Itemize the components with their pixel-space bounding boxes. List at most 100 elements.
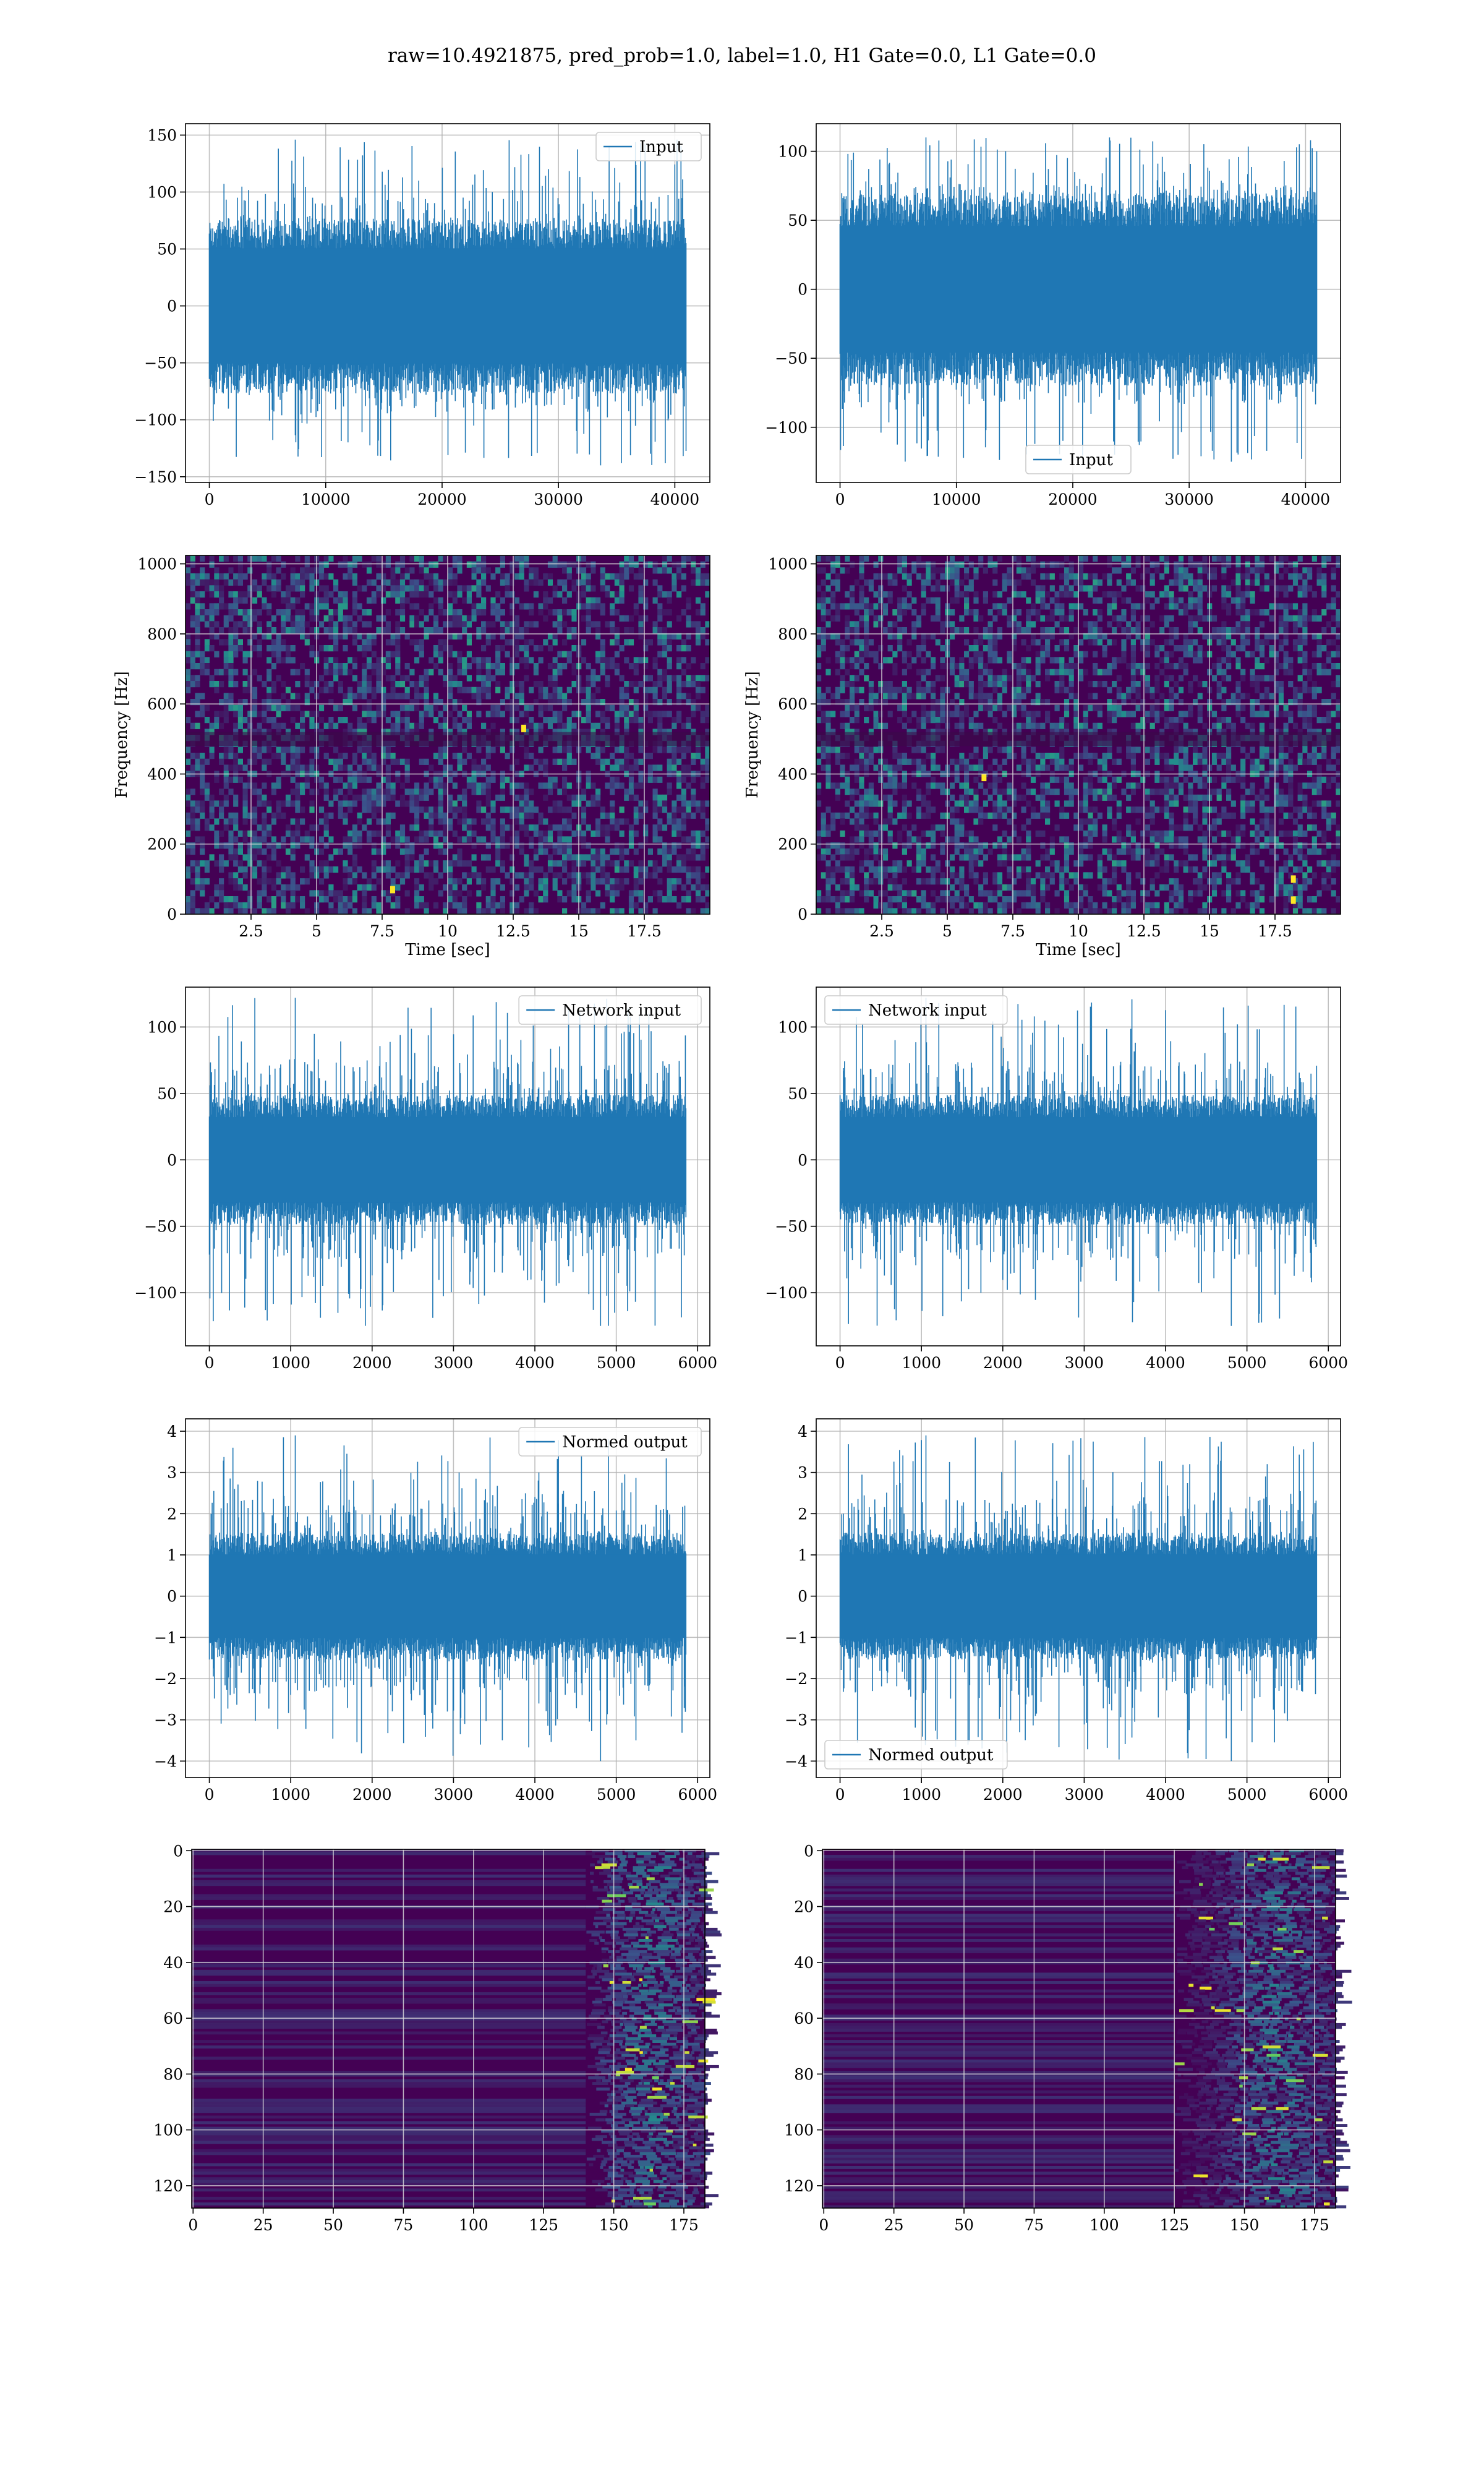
spectrogram-cell [223,555,229,562]
spectrogram-cell [619,675,625,682]
spectrogram-cell [691,711,696,717]
spectrogram-cell [586,687,591,693]
spectrogram-cell [595,651,601,657]
spectrogram-cell [552,842,558,849]
spectrogram-cell [873,573,879,580]
spectrogram-cell [1188,573,1193,580]
spectrogram-cell [267,585,272,592]
spectrogram-cell [873,657,879,664]
spectrogram-cell [1083,633,1088,640]
spectrogram-cell [954,681,960,688]
spectrogram-cell [276,776,281,783]
spectrogram-cell [300,729,305,735]
spectrogram-cell [571,890,577,897]
spectrogram-cell [624,722,629,729]
spectrogram-cell [362,633,367,640]
spectrogram-cell [1002,603,1007,610]
spectrogram-cell [357,717,362,724]
spectrogram-cell [376,711,382,717]
spectrogram-cell [691,848,696,855]
spectrogram-cell [647,561,653,568]
spectrogram-cell [614,639,620,646]
spectrogram-cell [547,699,553,706]
spectrogram-cell [424,585,429,592]
spectrogram-cell [695,621,701,628]
spectrogram-cell [1288,657,1294,664]
spectrogram-cell [452,890,458,897]
spectrogram-cell [500,555,505,562]
spectrogram-cell [586,872,591,879]
spectrogram-cell [547,573,553,580]
spectrogram-cell [1107,669,1112,675]
spectrogram-cell [600,812,605,819]
spectrogram-cell [1135,555,1141,562]
spectrogram-cell [1321,627,1327,634]
spectrogram-cell [276,704,281,711]
spectrogram-cell [237,717,243,724]
spectrogram-cell [1235,704,1241,711]
spectrogram-cell [490,884,496,891]
spectrogram-cell [429,729,434,735]
spectrogram-cell [926,567,931,574]
spectrogram-cell [290,615,296,622]
legend-box [1025,445,1132,474]
spectrogram-cell [1135,621,1141,628]
spectrogram-cell [676,591,682,598]
spectrogram-cell [1093,663,1098,670]
spectrogram-cell [705,639,710,646]
spectrogram-cell [959,591,965,598]
spectrogram-cell [1188,579,1193,586]
spectrogram-cell [414,807,420,813]
spectrogram-cell [366,663,372,670]
spectrogram-cell [1283,615,1289,622]
spectrogram-cell [1326,603,1332,610]
spectrogram-cell [399,561,406,568]
spectrogram-cell [529,812,534,819]
spectrogram-cell [462,789,467,795]
spectrogram-cell [1149,639,1155,646]
spectrogram-cell [859,573,864,580]
spectrogram-cell [209,729,215,735]
spectrogram-cell [859,555,864,562]
spectrogram-cell [1178,657,1184,664]
spectrogram-cell [676,675,682,682]
spectrogram-cell [381,669,386,675]
spectrogram-cell [1159,555,1165,562]
spectrogram-cell [695,842,701,849]
spectrogram-cell [276,675,281,682]
spectrogram-cell [462,597,467,604]
spectrogram-cell [219,573,224,580]
spectrogram-cell [581,639,587,646]
spectrogram-cell [830,567,836,574]
spectrogram-cell [304,699,310,706]
spectrogram-cell [571,872,577,879]
spectrogram-cell [271,579,276,586]
spectrogram-cell [366,764,372,771]
spectrogram-cell [552,609,558,616]
spectrogram-cell [233,812,239,819]
spectrogram-cell [835,669,840,675]
spectrogram-cell [233,591,239,598]
spectrogram-cell [624,693,629,700]
spectrogram-cell [204,866,210,873]
spectrogram-cell [362,800,367,807]
spectrogram-cell [285,729,291,735]
spectrogram-cell [228,902,234,909]
spectrogram-cell [552,872,558,879]
spectrogram-cell [500,711,505,717]
spectrogram-cell [605,890,610,897]
spectrogram-cell [610,609,615,616]
spectrogram-cell [547,824,553,831]
spectrogram-cell [619,764,625,771]
spectrogram-cell [845,603,850,610]
spectrogram-cell [362,794,367,801]
spectrogram-cell [1107,687,1112,693]
spectrogram-cell [973,645,979,652]
spectrogram-cell [267,807,272,813]
spectrogram-cell [1274,567,1279,574]
spectrogram-cell [1311,693,1317,700]
spectrogram-cell [290,890,296,897]
spectrogram-cell [328,627,334,634]
spectrogram-cell [524,651,529,657]
spectrogram-cell [1259,621,1265,628]
